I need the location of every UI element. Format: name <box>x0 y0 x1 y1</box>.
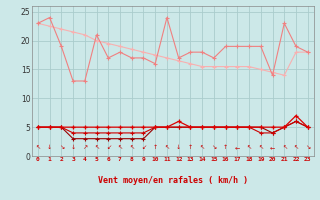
X-axis label: Vent moyen/en rafales ( km/h ): Vent moyen/en rafales ( km/h ) <box>98 176 248 185</box>
